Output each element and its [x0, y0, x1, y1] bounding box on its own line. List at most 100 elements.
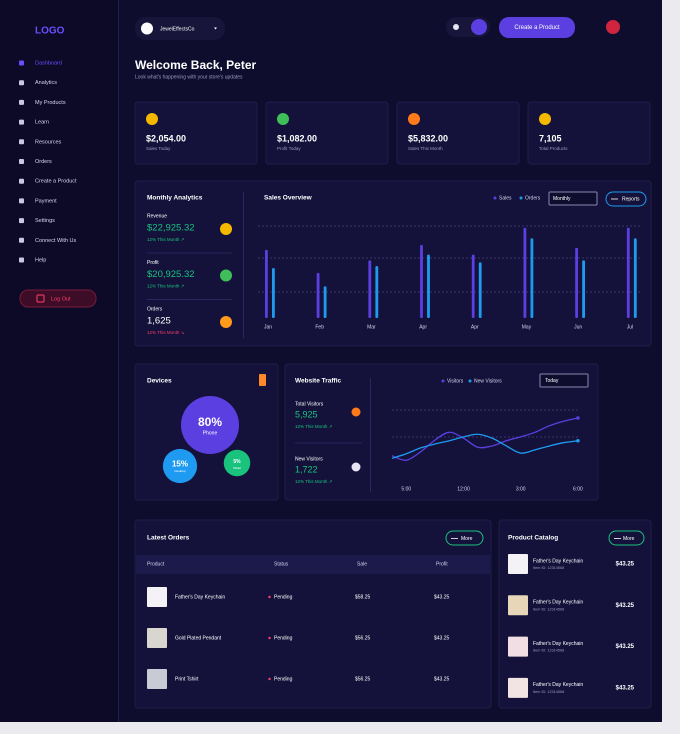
- nav-icon: [19, 119, 24, 125]
- bar: [626, 227, 630, 318]
- nav-item[interactable]: Settings: [35, 218, 55, 224]
- nav-item[interactable]: Connect With Us: [35, 238, 77, 244]
- more-button[interactable]: [608, 530, 645, 546]
- nav-icon: [19, 159, 24, 164]
- nav-icon: [19, 139, 24, 145]
- stat-label: Total Products: [539, 146, 568, 151]
- nav-icon: [19, 198, 24, 204]
- product-price: $43.25: [616, 603, 635, 609]
- button-label: More: [461, 536, 473, 542]
- metric-label: New Visitors: [295, 456, 323, 462]
- page-title: Welcome Back, Peter: [135, 58, 257, 72]
- store-avatar: [141, 22, 153, 35]
- bar: [575, 247, 578, 318]
- nav-icon: [19, 257, 24, 263]
- product-thumb: [508, 636, 528, 657]
- product-thumb: [508, 677, 528, 698]
- stat-value: 7,105: [539, 133, 562, 143]
- bar: [471, 254, 475, 318]
- cell: $43.25: [434, 676, 450, 682]
- period-select[interactable]: [548, 191, 598, 206]
- bar: [582, 260, 585, 318]
- store-name: JewelEffectsCo: [160, 26, 195, 32]
- x-tick-label: May: [522, 324, 532, 330]
- nav-item[interactable]: Learn: [35, 120, 49, 126]
- status: Pending: [274, 594, 293, 600]
- more-button[interactable]: [445, 530, 484, 546]
- product-price: $43.25: [616, 685, 635, 691]
- metric-icon: [351, 407, 361, 417]
- panel: [284, 363, 599, 501]
- store-select[interactable]: [135, 17, 225, 40]
- panel-title: Product Catalog: [508, 535, 558, 542]
- stat-value: $5,832.00: [408, 133, 448, 143]
- logout-icon: [36, 294, 45, 303]
- nav-item[interactable]: Create a Product: [35, 179, 77, 185]
- traffic-line: [391, 417, 579, 461]
- metric-icon: [220, 316, 232, 328]
- nav-item[interactable]: Dashboard: [35, 60, 62, 66]
- device-bubble: [162, 448, 198, 484]
- x-tick-label: Jan: [264, 324, 272, 330]
- status-dot: [268, 595, 271, 599]
- chart-title: Sales Overview: [264, 195, 313, 202]
- panel: [527, 101, 651, 165]
- bubble-value: 80%: [198, 415, 222, 429]
- cell: Father's Day Keychain: [175, 594, 225, 600]
- legend-label: New Visitors: [474, 378, 502, 384]
- metric-value: $20,925.32: [147, 269, 195, 280]
- bar: [420, 245, 423, 318]
- reports-button[interactable]: [605, 191, 647, 207]
- dropdown-caret: [214, 27, 217, 30]
- metric-label: Total Visitors: [295, 401, 324, 407]
- cell: $56.25: [355, 676, 371, 682]
- status-dot: [268, 636, 271, 640]
- x-tick-label: Mar: [367, 324, 376, 330]
- panel: [498, 519, 652, 709]
- metric-change: 12% This Month ↘: [147, 330, 185, 335]
- user-avatar: [606, 20, 620, 34]
- stat-icon: [277, 113, 289, 125]
- product-id: Item ID: 12314568: [533, 690, 564, 694]
- create-button-label: Create a Product: [514, 25, 560, 31]
- page-subtitle: Look what's happening with your store's …: [135, 74, 243, 80]
- product-thumb: [147, 669, 167, 689]
- traffic-line: [391, 433, 578, 459]
- nav-item[interactable]: Orders: [35, 159, 52, 165]
- nav-item[interactable]: Payment: [35, 198, 57, 204]
- product-name: Father's Day Keychain: [533, 682, 583, 688]
- product-thumb: [147, 587, 167, 607]
- metric-change: 12% This Month ↗: [295, 479, 333, 484]
- nav-item[interactable]: Help: [35, 257, 46, 263]
- legend-dot: [468, 379, 472, 383]
- bar: [375, 266, 379, 318]
- logout-button[interactable]: [19, 289, 97, 308]
- bubble-value: 15%: [172, 460, 188, 469]
- panel-title: Website Traffic: [295, 378, 342, 385]
- product-id: Item ID: 12314568: [533, 649, 564, 653]
- metric-change: 12% This Month ↗: [147, 284, 185, 289]
- period-select[interactable]: [539, 373, 589, 388]
- logo: LOGO: [35, 26, 65, 37]
- logout-label: Log Out: [51, 296, 71, 302]
- device-bubble: [180, 395, 240, 455]
- nav-item[interactable]: Analytics: [35, 80, 57, 86]
- nav-icon: [19, 178, 24, 184]
- nav-item[interactable]: Resources: [35, 139, 62, 145]
- metric-icon: [351, 462, 361, 472]
- nav-icon: [19, 60, 24, 66]
- panel: [265, 101, 389, 165]
- product-name: Father's Day Keychain: [533, 558, 583, 564]
- stat-value: $2,054.00: [146, 133, 186, 143]
- line-end-dot: [576, 438, 580, 443]
- stat-label: Sales Today: [146, 146, 171, 151]
- panel-title: Devices: [147, 378, 172, 385]
- metric-icon: [220, 223, 232, 235]
- cell: Gold Plated Pendant: [175, 635, 222, 641]
- nav-item[interactable]: My Products: [35, 100, 66, 106]
- metric-change: 12% This Month ↗: [147, 237, 185, 242]
- bar: [368, 260, 372, 318]
- create-button[interactable]: [499, 17, 575, 38]
- cell: $56.25: [355, 635, 371, 641]
- bar: [265, 249, 268, 318]
